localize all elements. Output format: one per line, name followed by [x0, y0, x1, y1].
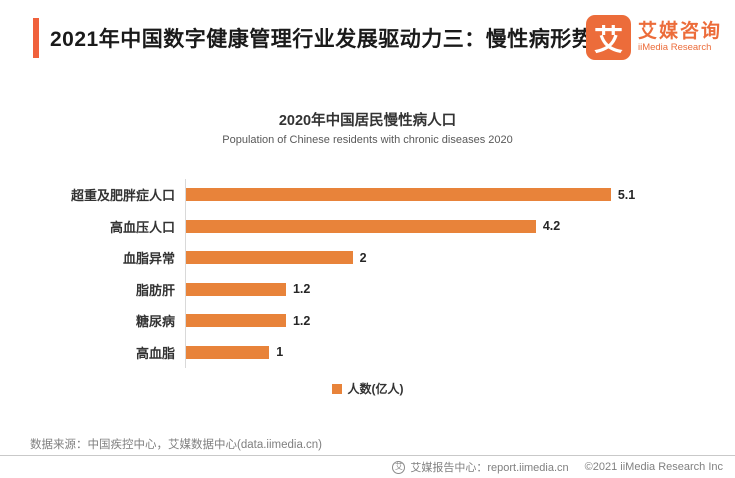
plot-area: 4.2	[185, 210, 707, 242]
bar-row: 高血脂 1	[38, 336, 707, 368]
category-label: 超重及肥胖症人口	[70, 188, 175, 204]
copyright: ©2021 iiMedia Research Inc	[584, 461, 723, 473]
bar	[186, 251, 353, 265]
value-label: 5.1	[617, 187, 636, 202]
bar	[186, 188, 611, 202]
category-label: 糖尿病	[135, 314, 175, 330]
plot-area: 1.2	[185, 305, 707, 337]
chart-legend: 人数(亿人)	[0, 380, 735, 397]
category-label: 高血脂	[135, 345, 175, 361]
chart-subtitle: Population of Chinese residents with chr…	[222, 134, 513, 146]
bar-row: 血脂异常 2	[38, 242, 707, 274]
plot-area: 1.2	[185, 273, 707, 305]
plot-area: 2	[185, 242, 707, 274]
bar	[186, 282, 286, 296]
legend-marker	[331, 383, 342, 394]
slide-header: 2021年中国数字健康管理行业发展驱动力三：慢性病形势	[33, 18, 593, 58]
report-center: 艾 艾媒报告中心：report.iimedia.cn	[392, 459, 569, 475]
report-center-label: 艾媒报告中心：report.iimedia.cn	[410, 462, 569, 474]
bar-row: 脂肪肝 1.2	[38, 273, 707, 305]
category-label: 血脂异常	[122, 251, 175, 267]
bar	[186, 219, 536, 233]
plot-area: 5.1	[185, 179, 707, 211]
value-label: 1	[276, 345, 284, 360]
chart-title: 2020年中国居民慢性病人口	[278, 113, 457, 129]
value-label: 4.2	[542, 219, 561, 234]
plot-area: 1	[185, 336, 707, 368]
logo-name-en: iiMedia Research	[637, 41, 712, 53]
source-note: 数据来源：中国疾控中心，艾媒数据中心(data.iimedia.cn)	[30, 439, 323, 451]
bar	[186, 345, 270, 359]
slide-footer: 艾 艾媒报告中心：report.iimedia.cn ©2021 iiMedia…	[0, 455, 735, 478]
bar	[186, 314, 286, 328]
legend-label: 人数(亿人)	[347, 382, 404, 396]
category-label: 脂肪肝	[135, 282, 175, 298]
logo-name-cn: 艾媒咨询	[637, 21, 722, 43]
title-accent-bar	[33, 18, 39, 58]
bar-row: 超重及肥胖症人口 5.1	[38, 179, 707, 211]
page-title: 2021年中国数字健康管理行业发展驱动力三：慢性病形势	[50, 28, 594, 51]
iimedia-badge-icon: 艾	[392, 460, 406, 474]
value-label: 1.2	[292, 282, 311, 297]
value-label: 1.2	[292, 313, 311, 328]
category-label: 高血压人口	[109, 219, 175, 235]
iimedia-logo: 艾 艾媒咨询 iiMedia Research	[585, 15, 722, 60]
value-label: 2	[359, 250, 367, 265]
bar-row: 高血压人口 4.2	[38, 210, 707, 242]
bar-row: 糖尿病 1.2	[38, 305, 707, 337]
logo-text: 艾媒咨询 iiMedia Research	[638, 21, 722, 54]
bar-chart: 超重及肥胖症人口 5.1 高血压人口 4.2 血脂异常 2 脂肪肝 1.2 糖尿…	[38, 179, 707, 368]
iimedia-logo-icon: 艾	[585, 15, 631, 60]
